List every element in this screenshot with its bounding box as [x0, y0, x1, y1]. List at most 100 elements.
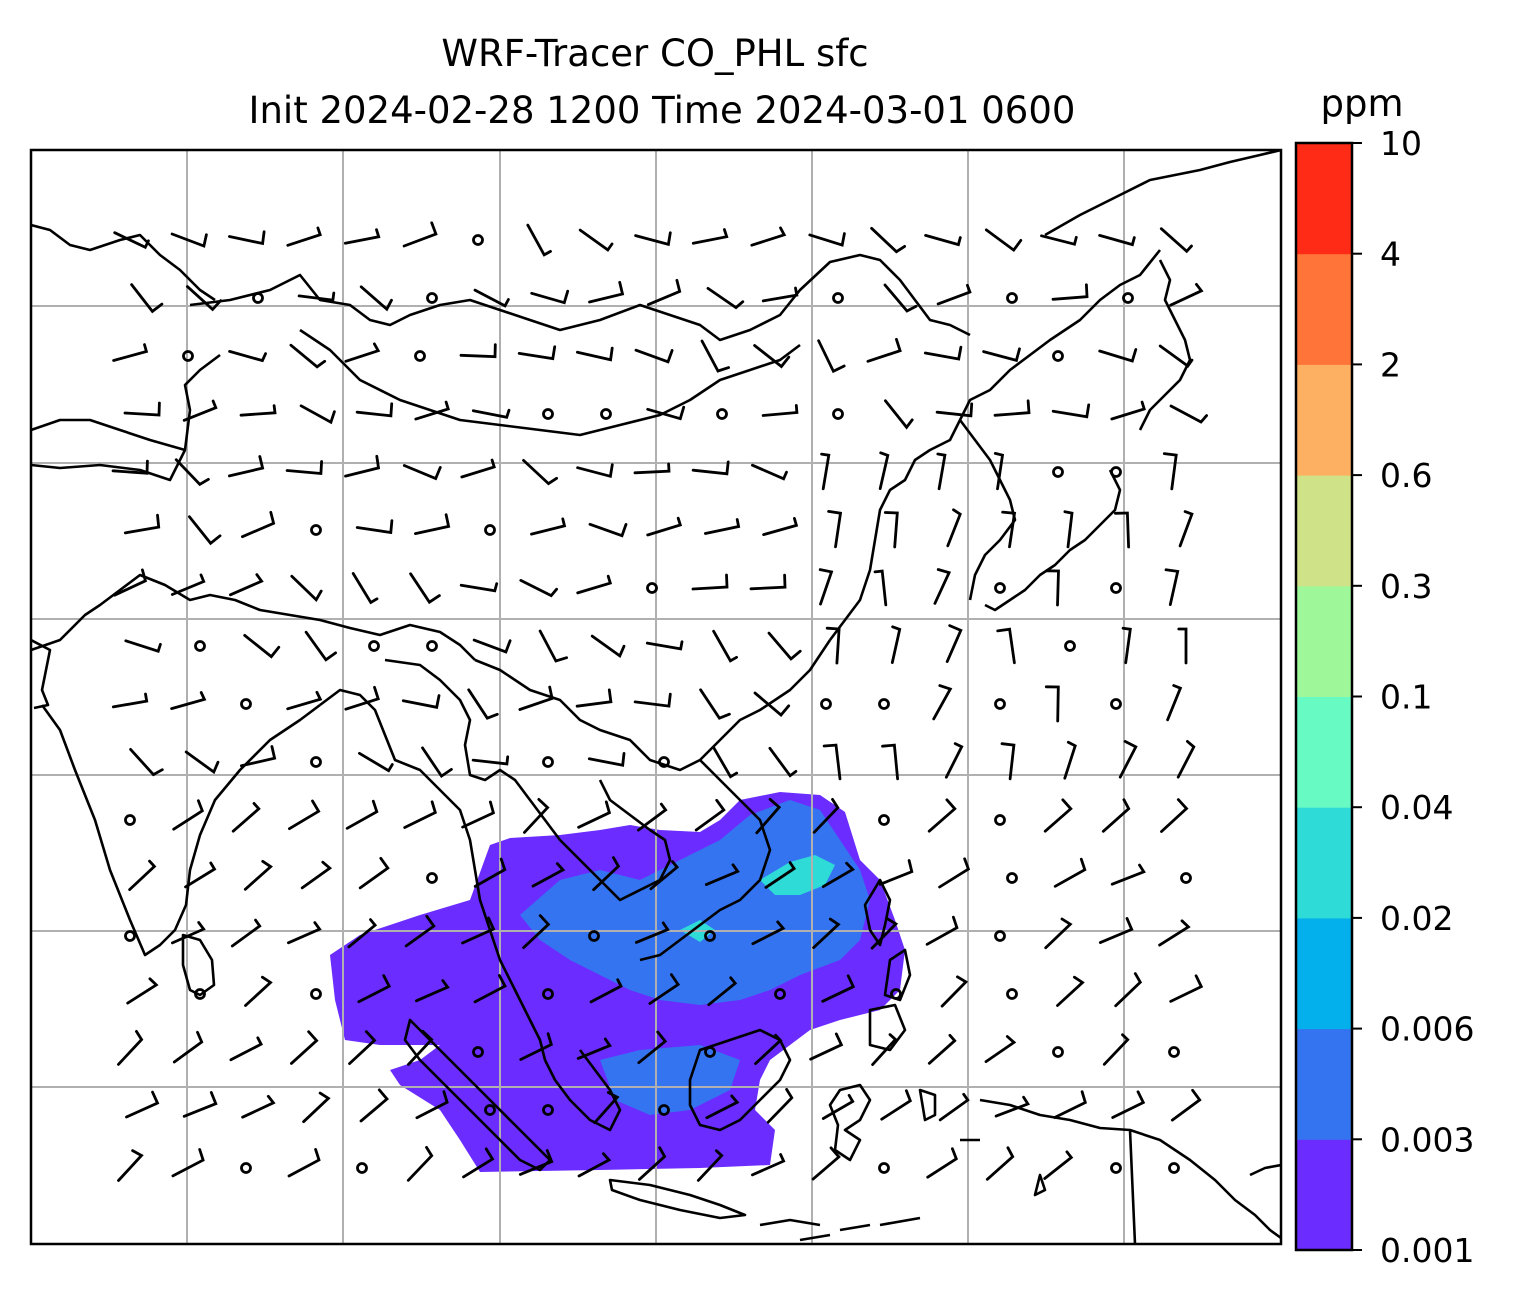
wind-barb: [935, 402, 974, 418]
plume-low-band-south: [600, 1045, 740, 1115]
border-myanmar: [384, 658, 562, 841]
wind-barb: [587, 752, 626, 767]
wind-barb: [825, 626, 841, 665]
coastline-korea: [958, 419, 1017, 601]
wind-barb: [471, 408, 511, 419]
wind-barb: [637, 802, 668, 832]
calm-wind-marker: [252, 292, 264, 304]
coastline-java: [608, 1178, 747, 1220]
wind-barb: [355, 519, 394, 535]
coastline-sri-lanka: [181, 933, 216, 997]
wind-barb: [530, 289, 570, 305]
wind-barb: [751, 1153, 786, 1177]
colorbar-tick-label: 10: [1380, 124, 1422, 163]
wind-barb: [754, 1033, 783, 1065]
wind-barb: [577, 1152, 612, 1178]
wind-barb: [124, 639, 162, 653]
colorbar-segment: [1296, 475, 1352, 587]
wind-barb: [414, 513, 451, 535]
wind-barb: [111, 459, 149, 475]
wind-barb: [184, 750, 220, 775]
wind-barb: [230, 918, 262, 948]
wind-barb: [113, 231, 150, 250]
wind-barb: [538, 629, 568, 663]
colorbar: ppm 0.001 0.003 0.006 0.02 0.04 0.1 0.3 0.6 2 4 10: [1294, 82, 1474, 1270]
wind-barb: [755, 797, 782, 835]
wind-barb: [359, 1088, 389, 1123]
wind-barb: [112, 343, 149, 362]
wind-barb: [300, 860, 333, 890]
wind-barb: [228, 350, 267, 363]
wind-barb: [240, 745, 277, 768]
wind-barb: [1159, 227, 1193, 254]
wind-barb: [649, 860, 680, 891]
colorbar-segment: [1296, 1139, 1352, 1251]
coastline-east-edge: [1249, 1163, 1281, 1177]
gridlines: [31, 150, 1281, 1244]
coastlines: [31, 150, 1281, 1244]
colorbar-tick-label: 4: [1380, 235, 1401, 274]
wind-barb: [691, 228, 729, 245]
wind-barb: [648, 973, 681, 1005]
wind-barb: [812, 798, 840, 834]
wind-barb: [459, 582, 499, 593]
calm-wind-marker: [774, 988, 786, 1000]
wind-barb: [881, 743, 899, 781]
calm-wind-marker: [1110, 698, 1122, 710]
wind-barb: [696, 1149, 724, 1182]
wind-barb: [811, 1146, 841, 1181]
wind-barb: [182, 399, 218, 422]
wind-barb: [467, 688, 499, 720]
wind-barb: [705, 1094, 740, 1120]
border-himalaya: [31, 573, 476, 661]
wind-barb: [414, 400, 450, 421]
wind-barb: [125, 1090, 160, 1119]
wind-barb: [589, 978, 623, 1004]
wind-barb: [407, 1030, 434, 1066]
wind-barb: [1098, 234, 1136, 247]
wind-barb: [870, 226, 906, 254]
wind-barb: [1040, 234, 1078, 246]
wind-barb: [634, 348, 674, 364]
wind-barb: [822, 743, 842, 781]
calm-wind-marker: [356, 1162, 368, 1174]
wind-barb: [812, 917, 841, 949]
wind-barb: [345, 799, 379, 830]
wind-barb: [821, 861, 855, 888]
colorbar-tick-label: 0.001: [1380, 1231, 1474, 1270]
calm-wind-marker: [1006, 872, 1018, 884]
calm-wind-marker: [124, 814, 136, 826]
wind-barb: [473, 857, 507, 888]
calm-wind-marker: [1006, 988, 1018, 1000]
wind-barb: [344, 342, 381, 363]
wind-barb: [883, 283, 918, 313]
title-line-1: WRF-Tracer CO_PHL sfc: [441, 32, 868, 75]
wind-barb: [406, 1146, 434, 1182]
wind-barb: [130, 283, 164, 314]
wind-barb: [940, 975, 969, 1008]
coastline-russia-far-east: [1044, 150, 1281, 237]
wind-barb: [472, 638, 512, 654]
coastline-new-guinea: [979, 1098, 1281, 1244]
wind-barb: [1098, 348, 1138, 363]
colorbar-tick-label: 0.6: [1380, 456, 1432, 495]
calm-wind-marker: [472, 1046, 484, 1058]
wind-barb: [761, 286, 799, 303]
wind-barb: [994, 1095, 1031, 1118]
wind-barb: [704, 518, 741, 535]
wind-barb: [531, 862, 566, 888]
calm-wind-marker: [588, 930, 600, 942]
wind-barb: [768, 746, 798, 778]
wind-barb: [576, 463, 614, 479]
wind-barb: [297, 291, 336, 302]
wind-barb: [699, 688, 731, 720]
wind-barb: [646, 516, 683, 537]
wind-barb: [1101, 798, 1131, 833]
wind-barb: [808, 232, 846, 247]
calm-wind-marker: [890, 988, 902, 1000]
wind-barb: [927, 1033, 957, 1065]
calm-wind-marker: [310, 524, 322, 536]
wind-barb: [170, 573, 206, 596]
calm-wind-marker: [1052, 1046, 1064, 1058]
wind-barb: [1044, 685, 1060, 723]
